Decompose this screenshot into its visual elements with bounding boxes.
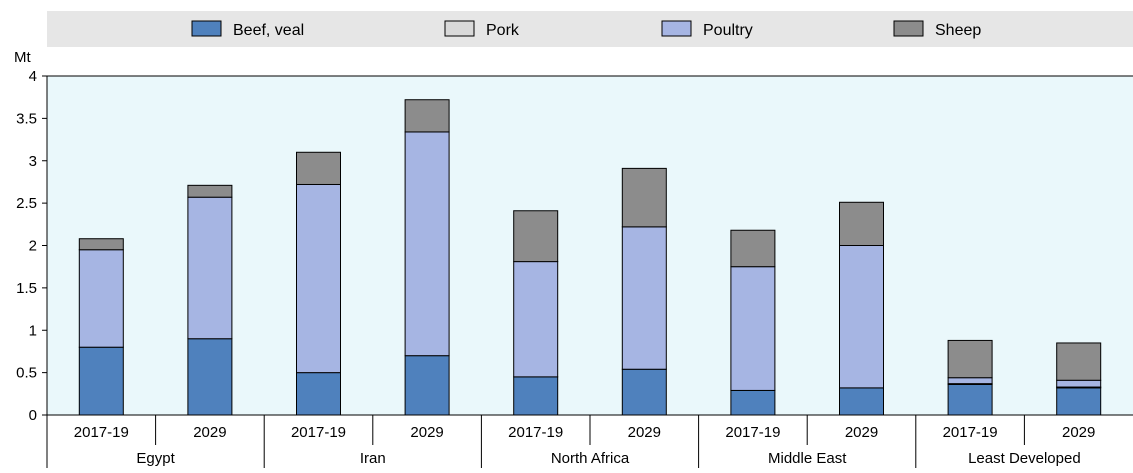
legend-label-poultry: Poultry: [703, 22, 753, 39]
bar-sheep-north-africa-2017-19: [513, 210, 559, 263]
bar-beef-veal-egypt-2029: [187, 338, 233, 416]
bar-sheep-egypt-2029: [187, 184, 233, 198]
y-tick-label: 3.5: [16, 110, 37, 127]
legend-background: [47, 11, 1133, 47]
legend-swatch-sheep: [893, 20, 924, 37]
bar-poultry-egypt-2029: [187, 196, 233, 340]
y-tick-label: 2: [29, 238, 37, 255]
group-label-egypt: Egypt: [136, 450, 175, 467]
bar-beef-veal-middle-east-2017-19: [730, 389, 776, 416]
legend-swatch-poultry: [661, 20, 692, 37]
bar-poultry-least-developed-2029: [1056, 379, 1102, 388]
y-tick-label: 1.5: [16, 280, 37, 297]
bar-beef-veal-iran-2029: [404, 355, 450, 416]
bars: [78, 99, 1102, 416]
y-axis: 0 0.5 1 1.5 2 2.5 3 3.5 4: [16, 68, 1133, 424]
bar-beef-veal-north-africa-2017-19: [513, 376, 559, 416]
legend-swatch-beef-veal: [191, 20, 222, 37]
legend-swatch-pork: [444, 20, 475, 37]
bar-sheep-iran-2017-19: [296, 151, 341, 185]
bar-sheep-least-developed-2029: [1056, 342, 1102, 381]
x-tick-label: 2017-19: [725, 424, 780, 441]
bar-poultry-iran-2017-19: [296, 183, 341, 374]
legend-label-sheep: Sheep: [935, 22, 981, 39]
group-label-least-developed: Least Developed: [968, 450, 1081, 467]
x-tick-label: 2017-19: [74, 424, 129, 441]
bar-poultry-egypt-2017-19: [78, 249, 124, 348]
bar-poultry-north-africa-2029: [621, 226, 667, 370]
y-tick-label: 0: [29, 407, 37, 424]
x-tick-label: 2029: [410, 424, 443, 441]
bar-sheep-least-developed-2017-19: [947, 339, 993, 379]
bar-beef-veal-middle-east-2029: [839, 387, 884, 416]
bar-beef-veal-least-developed-2017-19: [947, 383, 993, 416]
x-tick-label: 2029: [193, 424, 226, 441]
y-tick-label: 0.5: [16, 365, 37, 382]
bar-beef-veal-least-developed-2029: [1056, 387, 1102, 416]
bar-beef-veal-north-africa-2029: [621, 368, 667, 416]
legend-label-pork: Pork: [486, 22, 520, 39]
group-label-iran: Iran: [360, 450, 386, 467]
legend-label-beef-veal: Beef, veal: [233, 22, 304, 39]
bar-sheep-middle-east-2029: [839, 201, 884, 246]
bar-poultry-iran-2029: [404, 131, 450, 357]
x-tick-label: 2029: [628, 424, 661, 441]
y-tick-label: 4: [29, 68, 37, 85]
y-tick-label: 2.5: [16, 195, 37, 212]
bar-poultry-least-developed-2017-19: [947, 377, 993, 385]
x-axis: 2017-19 2029 2017-19 2029 2017-19 2029 2017-19…: [46, 414, 1133, 468]
bar-poultry-middle-east-2017-19: [730, 266, 776, 391]
group-label-middle-east: Middle East: [768, 450, 847, 467]
bar-sheep-egypt-2017-19: [78, 238, 124, 251]
bar-beef-veal-egypt-2017-19: [78, 346, 124, 416]
x-tick-label: 2029: [845, 424, 878, 441]
x-tick-label: 2017-19: [291, 424, 346, 441]
bar-sheep-iran-2029: [404, 99, 450, 133]
bar-sheep-middle-east-2017-19: [730, 229, 776, 268]
bar-poultry-north-africa-2017-19: [513, 261, 559, 378]
x-tick-label: 2029: [1062, 424, 1095, 441]
bar-beef-veal-iran-2017-19: [296, 372, 341, 416]
legend: Beef, veal Pork Poultry Sheep: [191, 20, 981, 39]
y-tick-label: 1: [29, 322, 37, 339]
x-tick-label: 2017-19: [508, 424, 563, 441]
y-tick-label: 3: [29, 153, 37, 170]
group-label-north-africa: North Africa: [551, 450, 630, 467]
bar-poultry-middle-east-2029: [839, 245, 884, 389]
bar-sheep-north-africa-2029: [621, 167, 667, 228]
x-tick-label: 2017-19: [943, 424, 998, 441]
y-axis-label: Mt: [14, 49, 31, 66]
